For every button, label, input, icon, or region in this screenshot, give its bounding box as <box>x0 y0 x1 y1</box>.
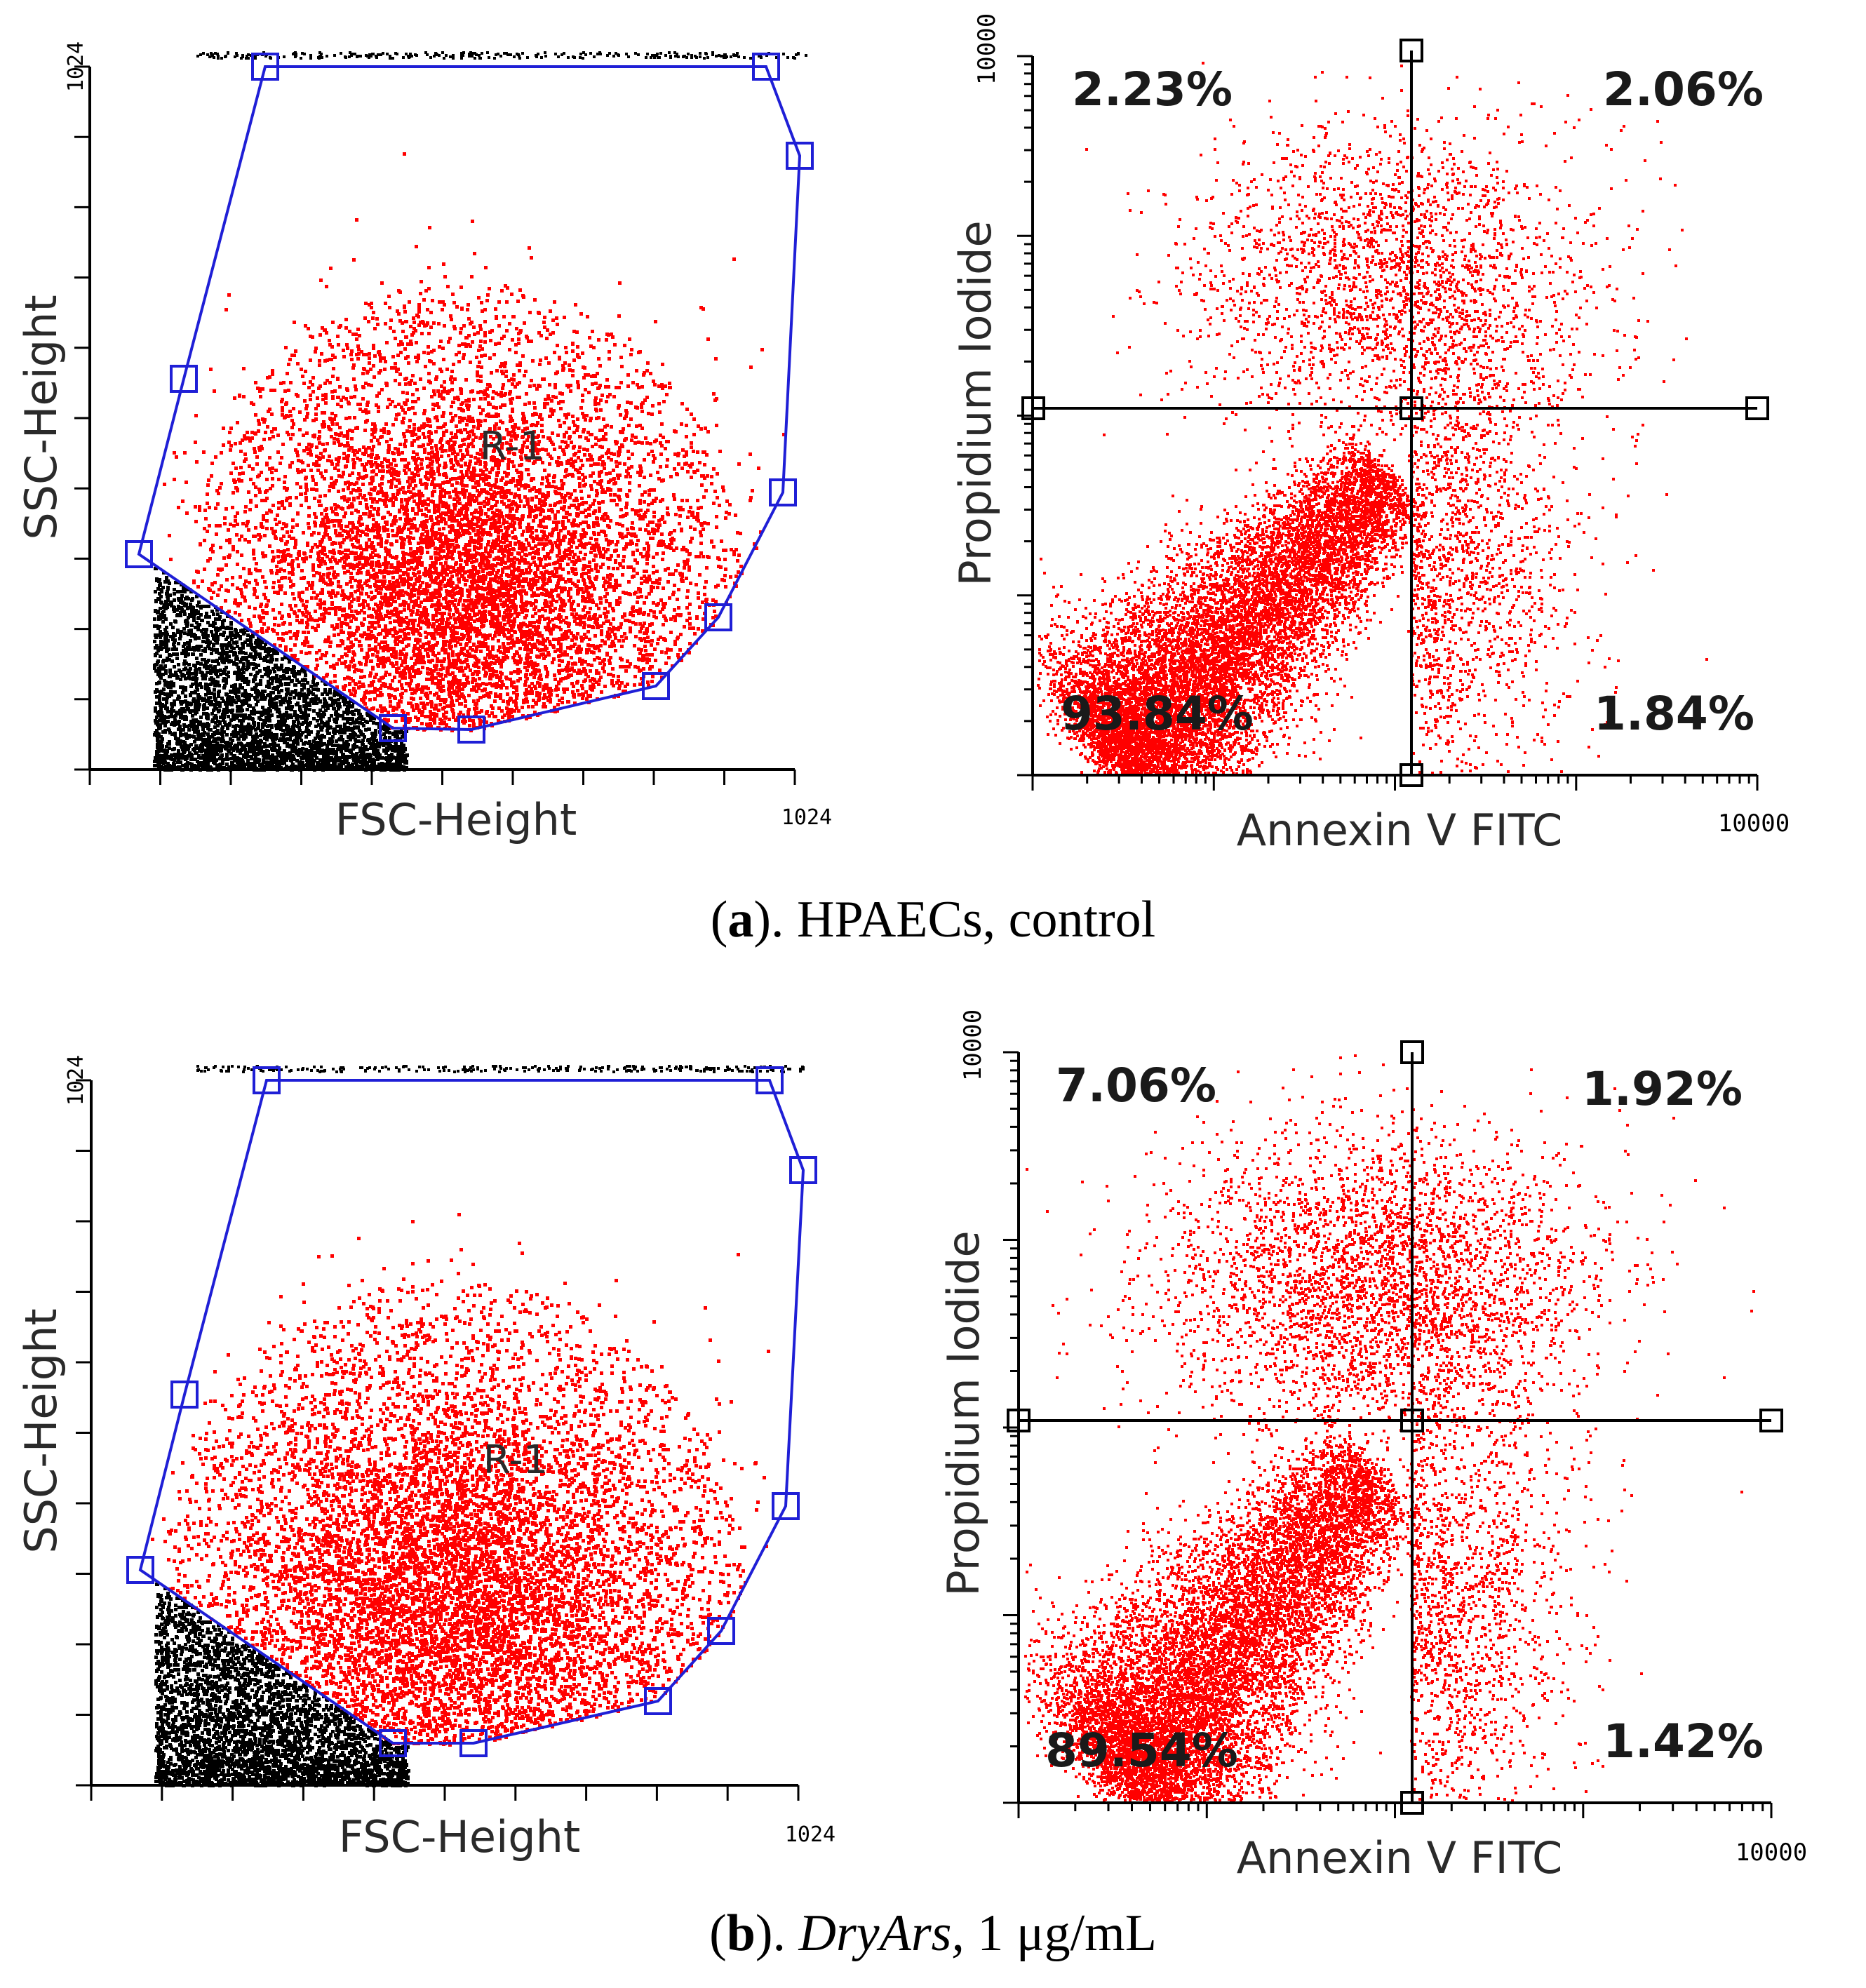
ssc-y-label-a: SSC-Height <box>15 295 67 539</box>
quadrant-lower-right-a: 1.84% <box>1594 687 1754 741</box>
fsc-x-label-a: FSC-Height <box>335 794 577 845</box>
fsc-ssc-plot-b: FSC-Height SSC-Height 1024 1024 R-1 <box>15 1055 835 1862</box>
ssc-y-label-b: SSC-Height <box>15 1308 67 1553</box>
annexin-x-label-b: Annexin V FITC <box>1237 1832 1563 1883</box>
fsc-x-label-b: FSC-Height <box>339 1811 581 1862</box>
gate-label-a: R-1 <box>480 424 544 469</box>
fsc-ssc-plot-a: FSC-Height SSC-Height 1024 1024 R-1 <box>15 41 832 845</box>
annexin-pi-plot-a: 2.23% 2.06% 93.84% 1.84% Annexin V FITC … <box>950 13 1790 856</box>
panel-a: FSC-Height SSC-Height 1024 1024 R-1 <box>15 13 1790 948</box>
caption-b: (b). DryArs, 1 μg/mL <box>709 1905 1157 1962</box>
quadrant-lower-right-b: 1.42% <box>1603 1714 1764 1768</box>
ssc-y-max-label-a: 1024 <box>64 41 88 92</box>
fsc-ssc-axes-a <box>74 65 796 785</box>
pi-y-max-label-a: 10000 <box>973 13 1001 85</box>
gate-polygon-b <box>138 1079 805 1745</box>
quadrant-upper-right-a: 2.06% <box>1603 62 1764 116</box>
annexin-x-max-label-b: 10000 <box>1736 1839 1807 1867</box>
quadrant-upper-right-b: 1.92% <box>1582 1062 1743 1116</box>
panel-b: FSC-Height SSC-Height 1024 1024 R-1 <box>15 1009 1807 1962</box>
fsc-x-max-label-a: 1024 <box>781 805 832 830</box>
gate-handles-a <box>125 53 814 744</box>
quadrant-lines-a <box>1021 39 1769 787</box>
annexin-pi-events-a <box>1037 62 1708 775</box>
annexin-x-max-label-a: 10000 <box>1718 810 1790 838</box>
pi-y-label-a: Propidium Iodide <box>950 220 1001 586</box>
annexin-x-label-a: Annexin V FITC <box>1237 805 1563 856</box>
gate-polygon-a <box>137 65 802 732</box>
annexin-axes-b <box>1003 1051 1773 1818</box>
quadrant-lines-b <box>1007 1040 1783 1815</box>
gate-label-b: R-1 <box>483 1437 548 1483</box>
pi-y-label-b: Propidium Iodide <box>938 1230 989 1596</box>
fsc-x-max-label-b: 1024 <box>785 1822 835 1847</box>
quadrant-upper-left-a: 2.23% <box>1072 62 1233 116</box>
caption-a: (a). HPAECs, control <box>711 891 1156 948</box>
quadrant-lower-left-b: 89.54% <box>1045 1724 1238 1778</box>
fsc-ssc-events-a <box>153 51 807 772</box>
annexin-axes-a <box>1017 55 1759 791</box>
pi-y-max-label-b: 10000 <box>959 1009 987 1081</box>
annexin-pi-plot-b: 7.06% 1.92% 89.54% 1.42% Annexin V FITC … <box>938 1009 1807 1883</box>
gate-handles-b <box>126 1066 817 1757</box>
quadrant-upper-left-b: 7.06% <box>1056 1059 1216 1113</box>
quadrant-lower-left-a: 93.84% <box>1061 687 1254 741</box>
ssc-y-max-label-b: 1024 <box>64 1055 88 1106</box>
fsc-ssc-axes-b <box>76 1079 800 1801</box>
fsc-ssc-events-b <box>151 1065 805 1787</box>
